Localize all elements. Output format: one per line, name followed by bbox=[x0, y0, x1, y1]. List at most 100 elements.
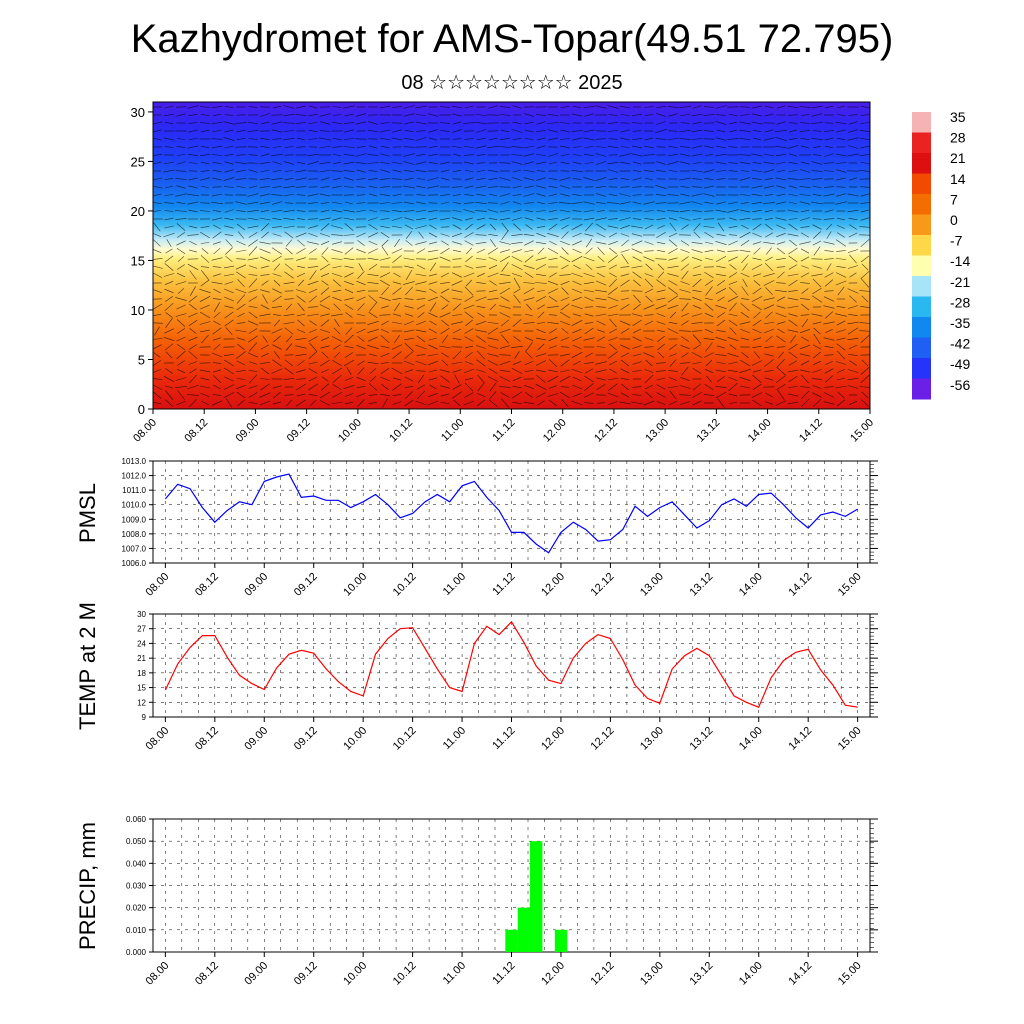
wind-barb bbox=[572, 210, 582, 212]
wind-barb bbox=[225, 327, 233, 335]
wind-barb bbox=[860, 335, 870, 343]
wind-barb bbox=[344, 223, 354, 231]
wind-barbs bbox=[153, 105, 870, 408]
wind-barb bbox=[369, 368, 377, 374]
wind-barb bbox=[224, 169, 234, 173]
wind-barb bbox=[764, 178, 774, 180]
wind-barb bbox=[394, 238, 400, 248]
wind-barb bbox=[729, 264, 737, 270]
wind-barb bbox=[248, 274, 258, 276]
wind-barb bbox=[787, 233, 799, 237]
colorbar-label: -7 bbox=[950, 233, 963, 249]
wind-barb bbox=[272, 233, 282, 237]
wind-barb bbox=[236, 185, 246, 189]
wind-barb bbox=[163, 337, 175, 341]
wind-barb bbox=[764, 113, 774, 117]
wind-barb bbox=[813, 327, 821, 335]
wind-barb bbox=[176, 319, 186, 327]
colorbar-label: 28 bbox=[950, 130, 966, 146]
wind-barb bbox=[667, 194, 679, 196]
wind-barb bbox=[165, 312, 173, 318]
wind-barb bbox=[800, 122, 810, 124]
wind-barb bbox=[367, 345, 379, 349]
wind-barb bbox=[742, 263, 748, 271]
wind-barb bbox=[476, 345, 486, 349]
y-tick-label: 0.010 bbox=[126, 926, 147, 935]
wind-barb bbox=[416, 370, 426, 372]
wind-barb bbox=[826, 231, 832, 239]
wind-barb bbox=[199, 296, 211, 302]
wind-barb bbox=[164, 194, 174, 196]
wind-barb bbox=[739, 376, 751, 382]
x-tick-label: 14.00 bbox=[746, 417, 774, 445]
wind-barb bbox=[692, 383, 702, 391]
wind-barb bbox=[236, 322, 246, 324]
wind-barb bbox=[188, 177, 198, 181]
wind-barb bbox=[163, 137, 175, 141]
wind-barb bbox=[453, 399, 461, 407]
wind-barb bbox=[848, 265, 858, 269]
wind-barb bbox=[717, 222, 725, 232]
wind-barb bbox=[499, 162, 511, 164]
wind-barb bbox=[536, 193, 546, 197]
wind-barb bbox=[391, 217, 403, 221]
wind-barb bbox=[824, 105, 834, 109]
wind-barb bbox=[295, 114, 307, 116]
wind-barb bbox=[499, 281, 511, 285]
wind-barb bbox=[296, 161, 306, 165]
wind-barb bbox=[296, 369, 306, 373]
x-tick-label: 09.12 bbox=[292, 571, 320, 599]
wind-barb bbox=[535, 185, 547, 189]
wind-barb bbox=[271, 178, 283, 180]
wind-barb bbox=[248, 374, 258, 384]
wind-barb bbox=[283, 225, 295, 229]
wind-barb bbox=[487, 360, 499, 366]
wind-barb bbox=[187, 263, 199, 271]
wind-barb bbox=[452, 241, 462, 245]
wind-barb bbox=[153, 177, 163, 181]
wind-barb bbox=[608, 287, 618, 295]
wind-barb bbox=[572, 392, 582, 398]
wind-barb bbox=[296, 105, 306, 109]
wind-barb bbox=[308, 225, 318, 229]
wind-barb bbox=[703, 193, 715, 197]
wind-barb bbox=[777, 390, 785, 400]
wind-barb bbox=[429, 337, 437, 341]
wind-barb bbox=[751, 392, 763, 398]
wind-barb bbox=[380, 145, 390, 149]
grid-lines bbox=[153, 819, 870, 952]
wind-barb bbox=[213, 344, 221, 350]
wind-barb bbox=[691, 153, 703, 157]
wind-barb bbox=[295, 186, 307, 188]
wind-barb bbox=[644, 273, 654, 277]
wind-barb bbox=[656, 105, 666, 109]
wind-barb bbox=[812, 392, 822, 398]
wind-barb bbox=[248, 246, 258, 256]
wind-barb bbox=[608, 401, 618, 405]
wind-barb bbox=[284, 145, 294, 149]
wind-barb bbox=[319, 263, 331, 271]
wind-barb bbox=[681, 270, 689, 280]
wind-barb bbox=[403, 161, 415, 165]
wind-barb bbox=[284, 359, 294, 367]
wind-barb bbox=[403, 105, 415, 109]
wind-barb bbox=[487, 376, 499, 382]
wind-barb bbox=[536, 226, 546, 228]
wind-barb bbox=[584, 313, 594, 317]
wind-barb bbox=[403, 360, 415, 366]
wind-barb bbox=[200, 255, 210, 263]
wind-barb bbox=[537, 304, 545, 310]
wind-barb bbox=[775, 400, 787, 406]
wind-barb bbox=[379, 272, 391, 278]
x-tick-label: 11.00 bbox=[439, 417, 466, 444]
wind-barb bbox=[200, 122, 210, 124]
wind-barb bbox=[296, 194, 306, 196]
wind-barb bbox=[321, 351, 329, 359]
wind-barb bbox=[309, 248, 317, 254]
wind-barb bbox=[559, 255, 571, 263]
wind-barb bbox=[272, 288, 282, 294]
wind-barb bbox=[295, 337, 307, 341]
wind-barb bbox=[679, 394, 691, 396]
wind-barb bbox=[271, 153, 283, 157]
wind-barb bbox=[752, 257, 762, 261]
